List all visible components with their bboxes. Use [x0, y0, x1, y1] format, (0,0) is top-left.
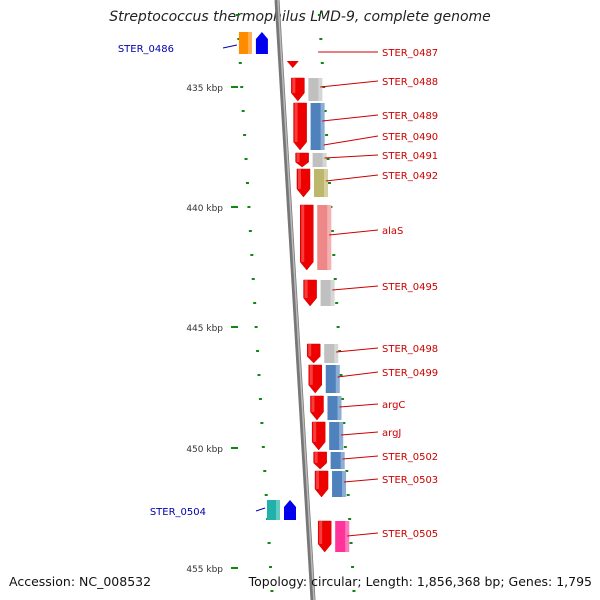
label-leader: [324, 154, 379, 159]
label-leader: [325, 174, 379, 182]
genome-stats-label: Topology: circular; Length: 1,856,368 bp…: [248, 574, 592, 589]
gene-shade: [314, 452, 318, 464]
gene-shade: [309, 365, 313, 385]
gene-label: STER_0488: [382, 77, 438, 88]
label-leader: [329, 229, 379, 236]
cog-box: [267, 500, 280, 520]
cog-shade: [247, 32, 252, 54]
gene-label: STER_0504: [150, 507, 206, 518]
scale-label: 440 kbp: [186, 204, 223, 214]
cog-shade: [337, 396, 342, 420]
cog-box: [312, 153, 327, 167]
label-leader: [341, 431, 379, 436]
cog-box: [335, 521, 350, 552]
scale-label: 435 kbp: [186, 84, 223, 94]
gene-shade: [294, 103, 298, 142]
label-leader: [343, 478, 379, 483]
gene-label: argJ: [382, 428, 401, 439]
cog-shade: [335, 365, 340, 393]
cog-shade: [318, 78, 323, 101]
label-leader: [347, 532, 379, 537]
genome-backbone: [274, 0, 316, 600]
gene-shade: [313, 422, 317, 442]
gene-label: STER_0503: [382, 475, 438, 486]
cog-box: [325, 365, 340, 393]
gene-label: STER_0492: [382, 171, 438, 182]
gene-shade: [292, 78, 296, 93]
label-leader: [337, 371, 379, 378]
cog-shade: [320, 103, 325, 150]
cog-box: [332, 471, 347, 497]
gene-shade: [316, 471, 320, 489]
gene-arrow: [284, 500, 296, 520]
cog-box: [330, 452, 345, 469]
gene-label: STER_0491: [382, 151, 438, 162]
forward-genes: STER_0487 STER_0488 STER_0489 STER_0490 STER…: [286, 48, 438, 553]
cog-box: [329, 422, 344, 450]
cog-box: [324, 344, 339, 363]
gene-shade: [311, 396, 315, 412]
cog-box: [313, 169, 328, 197]
gene-shade: [304, 280, 308, 298]
cog-shade: [330, 280, 335, 306]
label-leader: [323, 135, 379, 146]
label-leader: [342, 455, 379, 460]
cog-box: [310, 103, 325, 150]
gene-label: STER_0489: [382, 111, 438, 122]
cog-shade: [339, 422, 344, 450]
label-leader: [336, 347, 379, 353]
label-leader: [222, 44, 238, 49]
cog-shade: [323, 169, 328, 197]
gene-label: STER_0505: [382, 529, 438, 540]
gene-arrow: [286, 61, 299, 68]
cog-box: [320, 280, 335, 306]
cog-box: [238, 32, 252, 54]
backbone-line: [274, 0, 316, 600]
scale-label: 455 kbp: [186, 565, 223, 575]
label-leader: [320, 80, 379, 88]
gene-shade: [297, 169, 301, 189]
gene-label: STER_0502: [382, 452, 438, 463]
gene-label: STER_0487: [382, 48, 438, 59]
gene-shade: [301, 205, 305, 262]
gene-label: STER_0490: [382, 132, 438, 143]
cog-box: [308, 78, 323, 101]
gene-arrow: [255, 32, 268, 54]
scale-labels: 435 kbp 440 kbp 445 kbp 450 kbp 455 kbp: [186, 84, 238, 575]
accession-label: Accession: NC_008532: [9, 574, 152, 589]
gene-label: STER_0498: [382, 344, 438, 355]
cog-shade: [342, 471, 347, 497]
cog-shade: [334, 344, 339, 363]
gene-label: STER_0499: [382, 368, 438, 379]
label-leader: [322, 114, 379, 122]
scale-label: 450 kbp: [186, 445, 223, 455]
gene-shade: [319, 521, 323, 544]
map-title: Streptococcus thermophilus LMD-9, comple…: [109, 9, 491, 25]
gene-shade: [308, 344, 312, 357]
label-leader: [339, 403, 379, 408]
cog-box: [327, 396, 342, 420]
cog-shade: [345, 521, 350, 552]
cog-shade: [340, 452, 345, 469]
gene-shade: [296, 153, 300, 163]
scale-label: 445 kbp: [186, 324, 223, 334]
reverse-genes: STER_0486 STER_0504: [118, 32, 296, 520]
gene-label: STER_0486: [118, 44, 174, 55]
gene-label: argC: [382, 400, 405, 411]
gene-label: STER_0495: [382, 282, 438, 293]
gene-label: alaS: [382, 226, 403, 237]
tick-marks-left: [235, 14, 274, 592]
cog-shade: [327, 205, 332, 270]
cog-shade: [276, 500, 280, 520]
cog-shade: [322, 153, 327, 167]
label-leader: [255, 507, 266, 512]
cog-box: [317, 205, 332, 270]
backbone-highlight: [277, 0, 315, 600]
label-leader: [332, 285, 379, 291]
